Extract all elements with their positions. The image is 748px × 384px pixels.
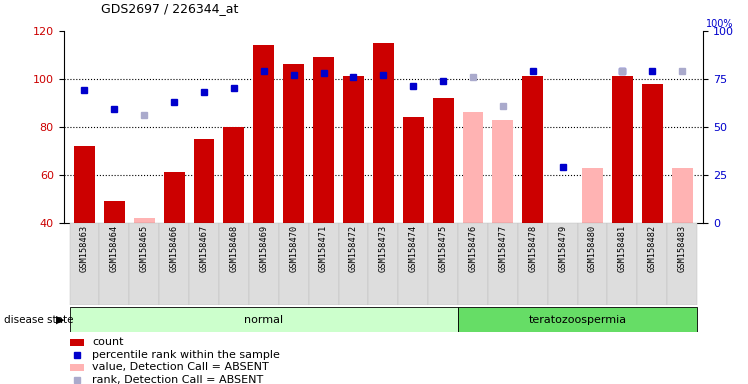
Bar bbox=[343, 76, 364, 223]
Text: GSM158465: GSM158465 bbox=[140, 225, 149, 272]
Text: GSM158467: GSM158467 bbox=[200, 225, 209, 272]
Text: GSM158470: GSM158470 bbox=[289, 225, 298, 272]
Bar bbox=[488, 223, 518, 305]
Text: GSM158476: GSM158476 bbox=[468, 225, 477, 272]
Text: GSM158464: GSM158464 bbox=[110, 225, 119, 272]
Text: ▶: ▶ bbox=[56, 314, 64, 325]
Bar bbox=[70, 364, 84, 371]
Text: GSM158473: GSM158473 bbox=[378, 225, 388, 272]
Text: value, Detection Call = ABSENT: value, Detection Call = ABSENT bbox=[92, 362, 269, 372]
Text: GDS2697 / 226344_at: GDS2697 / 226344_at bbox=[101, 2, 239, 15]
Text: GSM158481: GSM158481 bbox=[618, 225, 627, 272]
Bar bbox=[672, 167, 693, 223]
Bar bbox=[428, 223, 458, 305]
Text: percentile rank within the sample: percentile rank within the sample bbox=[92, 350, 280, 360]
Bar bbox=[219, 223, 249, 305]
Text: GSM158483: GSM158483 bbox=[678, 225, 687, 272]
Bar bbox=[667, 223, 697, 305]
Bar bbox=[189, 223, 219, 305]
Text: teratozoospermia: teratozoospermia bbox=[529, 314, 627, 325]
Bar bbox=[369, 223, 398, 305]
Bar bbox=[254, 45, 275, 223]
Bar bbox=[432, 98, 453, 223]
Bar bbox=[458, 307, 697, 332]
Bar bbox=[104, 201, 125, 223]
Bar bbox=[339, 223, 369, 305]
Text: normal: normal bbox=[245, 314, 283, 325]
Text: disease state: disease state bbox=[4, 314, 73, 325]
Bar bbox=[548, 223, 577, 305]
Bar bbox=[74, 146, 95, 223]
Bar bbox=[522, 76, 543, 223]
Text: count: count bbox=[92, 337, 124, 347]
Bar bbox=[279, 223, 309, 305]
Text: GSM158468: GSM158468 bbox=[230, 225, 239, 272]
Bar bbox=[458, 223, 488, 305]
Bar bbox=[642, 84, 663, 223]
Bar bbox=[637, 223, 667, 305]
Bar bbox=[492, 119, 513, 223]
Text: GSM158480: GSM158480 bbox=[588, 225, 597, 272]
Text: GSM158482: GSM158482 bbox=[648, 225, 657, 272]
Text: GSM158463: GSM158463 bbox=[80, 225, 89, 272]
Bar bbox=[577, 223, 607, 305]
Bar bbox=[164, 172, 185, 223]
Text: 100%: 100% bbox=[706, 19, 733, 29]
Bar bbox=[462, 112, 483, 223]
Bar bbox=[224, 127, 245, 223]
Bar bbox=[159, 223, 189, 305]
Bar bbox=[194, 139, 215, 223]
Text: GSM158472: GSM158472 bbox=[349, 225, 358, 272]
Bar bbox=[283, 64, 304, 223]
Bar bbox=[70, 223, 99, 305]
Text: GSM158477: GSM158477 bbox=[498, 225, 507, 272]
Bar bbox=[552, 223, 573, 235]
Bar bbox=[249, 223, 279, 305]
Bar bbox=[70, 339, 84, 346]
Bar bbox=[607, 223, 637, 305]
Text: GSM158479: GSM158479 bbox=[558, 225, 567, 272]
Text: GSM158466: GSM158466 bbox=[170, 225, 179, 272]
Bar bbox=[129, 223, 159, 305]
Text: GSM158475: GSM158475 bbox=[438, 225, 447, 272]
Bar bbox=[70, 307, 458, 332]
Bar bbox=[402, 117, 423, 223]
Bar bbox=[373, 43, 393, 223]
Bar bbox=[612, 76, 633, 223]
Bar bbox=[313, 57, 334, 223]
Bar bbox=[518, 223, 548, 305]
Text: GSM158478: GSM158478 bbox=[528, 225, 537, 272]
Text: GSM158471: GSM158471 bbox=[319, 225, 328, 272]
Bar bbox=[134, 218, 155, 223]
Bar bbox=[309, 223, 339, 305]
Bar bbox=[99, 223, 129, 305]
Bar bbox=[398, 223, 428, 305]
Bar bbox=[582, 167, 603, 223]
Text: GSM158474: GSM158474 bbox=[408, 225, 417, 272]
Text: GSM158469: GSM158469 bbox=[260, 225, 269, 272]
Text: rank, Detection Call = ABSENT: rank, Detection Call = ABSENT bbox=[92, 375, 263, 384]
